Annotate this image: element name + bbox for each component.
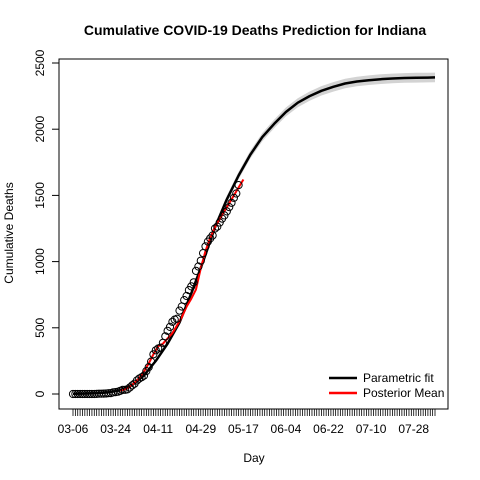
observed-point: [147, 357, 156, 366]
x-axis: 03-06 03-24 04-11 04-29 05-17 06-04 06-22 07-10…: [58, 409, 436, 436]
y-tick-label: 500: [33, 317, 47, 337]
observed-point: [161, 332, 170, 341]
observed-point: [175, 306, 184, 315]
x-tick-label: 07-10: [356, 422, 387, 436]
observed-point: [227, 198, 236, 207]
observed-point: [194, 262, 203, 271]
observed-point: [206, 234, 215, 243]
observed-point: [232, 189, 241, 198]
observed-point: [220, 211, 229, 220]
x-tick-label: 04-29: [185, 422, 216, 436]
confidence-band: [73, 72, 435, 394]
observed-points-layer: [68, 181, 243, 399]
observed-point: [173, 314, 182, 323]
observed-point: [156, 343, 165, 352]
x-axis-label: Day: [243, 451, 264, 465]
y-axis-label: Cumulative Deaths: [2, 182, 16, 283]
observed-point: [201, 242, 210, 251]
x-tick-label: 06-22: [313, 422, 344, 436]
legend: Parametric fit Posterior Mean: [329, 371, 444, 400]
observed-point: [208, 231, 217, 240]
observed-point: [123, 385, 132, 394]
observed-point: [165, 322, 175, 331]
observed-point: [137, 373, 146, 382]
observed-point: [213, 222, 222, 231]
y-axis: 0 500 1000 1500 2000 2500: [33, 49, 59, 397]
x-tick-label: 06-04: [271, 422, 302, 436]
observed-point: [151, 346, 160, 355]
x-tick-label: 04-11: [143, 422, 173, 436]
x-tick-label: 07-28: [398, 422, 429, 436]
observed-point: [118, 385, 127, 394]
y-tick-label: 2500: [33, 49, 47, 76]
observed-point: [182, 291, 191, 301]
observed-point: [180, 296, 189, 305]
series-layer: [72, 76, 436, 395]
confidence-band-layer: [73, 72, 435, 394]
x-tick-label: 03-24: [100, 422, 131, 436]
observed-point: [142, 367, 151, 376]
observed-point: [144, 363, 153, 372]
observed-point: [191, 266, 201, 275]
observed-point: [189, 278, 198, 287]
observed-point: [225, 203, 234, 212]
observed-point: [128, 381, 137, 390]
chart-title: Cumulative COVID-19 Deaths Prediction fo…: [84, 22, 427, 38]
series-line-parametric-fit: [72, 76, 436, 395]
observed-point: [222, 207, 231, 216]
observed-point: [139, 371, 149, 380]
y-tick-label: 0: [33, 390, 47, 397]
series-line-posterior-mean: [120, 178, 245, 392]
observed-point: [187, 282, 196, 291]
observed-point: [229, 193, 238, 202]
x-tick-label: 03-06: [58, 422, 89, 436]
y-tick-label: 2000: [33, 116, 47, 143]
observed-point: [149, 350, 158, 359]
legend-label-parametric-fit: Parametric fit: [363, 371, 434, 385]
observed-point: [210, 224, 220, 233]
observed-point: [234, 181, 243, 190]
observed-point: [196, 256, 205, 265]
legend-label-posterior-mean: Posterior Mean: [363, 386, 444, 400]
plot-frame: [58, 58, 449, 410]
y-tick-label: 1500: [33, 182, 47, 209]
y-tick-label: 1000: [33, 248, 47, 275]
x-tick-label: 05-17: [228, 422, 259, 436]
